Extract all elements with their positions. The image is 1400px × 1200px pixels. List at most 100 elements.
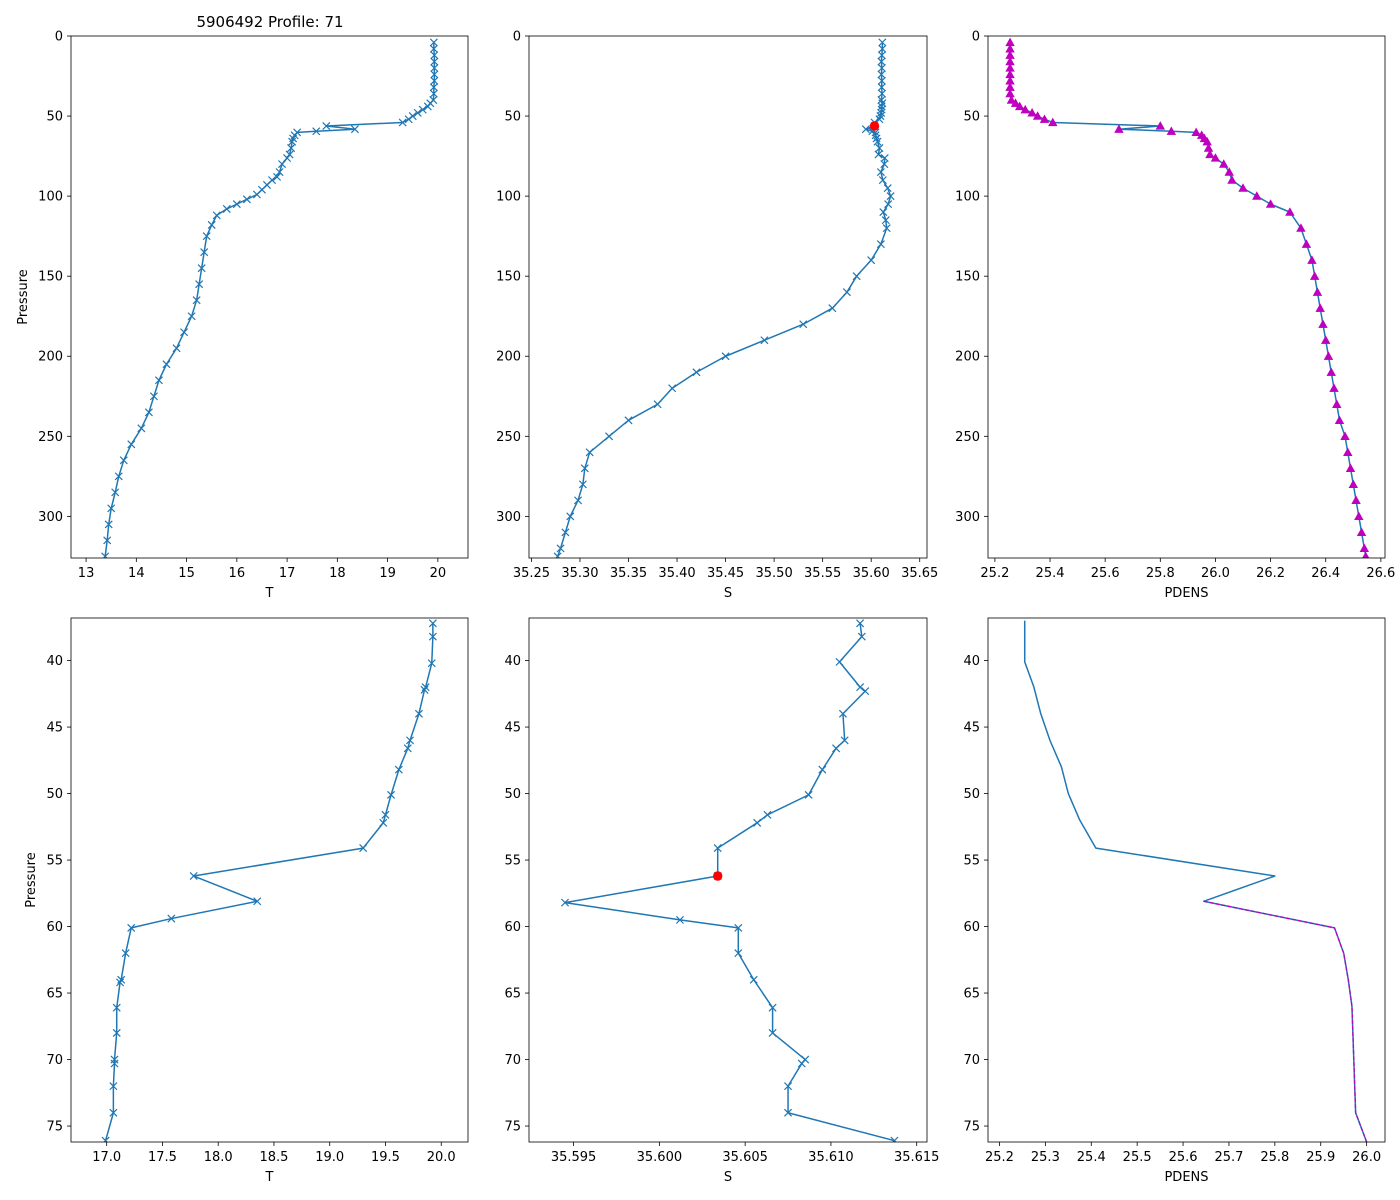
data-point	[1227, 175, 1237, 184]
data-point	[1309, 271, 1320, 280]
data-point	[1340, 431, 1350, 440]
y-tick-label: 70	[46, 1053, 63, 1068]
data-point	[1219, 159, 1229, 168]
axes-frame	[528, 617, 928, 1143]
data-point	[350, 125, 359, 134]
data-point	[1315, 303, 1325, 312]
x-tick-label: 19	[379, 566, 396, 581]
x-tick-label: 17.5	[148, 1150, 177, 1165]
panel-bottom-pdens: 25.2 25.3 25.4 25.5 25.6 25.7 25.8 25.9 26.0 40 45…	[963, 617, 1386, 1185]
data-point	[116, 978, 125, 987]
data-point	[1114, 124, 1124, 133]
data-point	[828, 304, 837, 313]
x-tick-label: 26.6	[1366, 566, 1395, 581]
y-tick-label: 250	[38, 430, 63, 445]
y-tick-label: 50	[963, 787, 980, 802]
data-point	[312, 127, 321, 136]
data-point	[430, 76, 439, 85]
x-tick-label: 35.50	[756, 566, 793, 581]
data-point	[427, 659, 436, 668]
data-point	[861, 687, 870, 696]
plot-area	[1023, 620, 1368, 1142]
data-point	[1191, 127, 1201, 137]
panels: 13 14 15 16 17 18 19 20050100150200250300TPress…	[16, 30, 1395, 1186]
data-point	[180, 328, 189, 337]
x-tick-label: 35.25	[513, 566, 550, 581]
data-point	[200, 248, 209, 257]
data-point	[653, 400, 662, 409]
data-point	[242, 195, 251, 204]
data-point	[624, 416, 633, 425]
y-tick-label: 0	[972, 30, 980, 45]
pdens-dashed-overlay	[1203, 900, 1368, 1142]
data-point	[878, 99, 887, 108]
data-point	[753, 818, 762, 827]
figure-title: 5906492 Profile: 71	[196, 13, 343, 31]
data-point	[852, 272, 861, 281]
flagged-point	[869, 121, 880, 131]
x-tick-label: 18	[329, 566, 346, 581]
data-point	[877, 64, 886, 73]
data-point	[381, 810, 390, 819]
data-point	[428, 619, 437, 628]
data-point	[713, 844, 722, 853]
y-tick-label: 75	[504, 1120, 521, 1135]
y-tick-label: 0	[55, 30, 63, 45]
x-tick-label: 25.6	[1091, 566, 1120, 581]
data-point	[1006, 95, 1017, 104]
data-point	[429, 89, 438, 98]
data-point	[101, 552, 110, 558]
y-tick-label: 60	[46, 920, 63, 935]
plot-area	[553, 38, 895, 558]
data-point	[288, 137, 297, 146]
y-tick-label: 70	[963, 1053, 980, 1068]
data-point	[232, 200, 241, 209]
data-point	[842, 288, 851, 297]
data-point	[760, 336, 769, 345]
data-point	[877, 57, 886, 66]
y-tick-label: 65	[46, 987, 63, 1002]
data-point	[107, 504, 116, 513]
x-tick-label: 13	[78, 566, 95, 581]
series-line-s	[564, 623, 895, 1142]
x-tick-label: 20	[430, 566, 447, 581]
data-point	[877, 51, 886, 60]
data-point	[884, 200, 893, 209]
x-tick-label: 25.9	[1306, 1150, 1335, 1165]
y-tick-label: 65	[963, 987, 980, 1002]
data-point	[875, 144, 884, 153]
data-point	[799, 320, 808, 329]
axes-frame	[987, 35, 1386, 559]
data-point	[768, 1028, 777, 1037]
data-point	[430, 64, 439, 73]
data-point	[112, 1028, 121, 1037]
y-tick-label: 40	[46, 654, 63, 669]
data-point	[890, 1136, 899, 1142]
data-point	[1039, 114, 1050, 123]
data-point	[109, 1108, 118, 1117]
x-tick-label: 35.615	[894, 1150, 940, 1165]
data-point	[878, 89, 887, 98]
x-tick-label: 35.30	[561, 566, 598, 581]
axes-frame	[987, 617, 1386, 1143]
panel-top-pdens: 25.2 25.4 25.6 25.8 26.0 26.2 26.4 26.6 0 50 100 15…	[955, 30, 1395, 602]
x-tick-label: 25.5	[1123, 1150, 1152, 1165]
data-point	[1032, 111, 1043, 120]
x-tick-label: 35.65	[901, 566, 938, 581]
x-tick-label: 35.595	[551, 1150, 597, 1165]
x-tick-label: 25.7	[1214, 1150, 1243, 1165]
x-axis-label: PDENS	[1164, 586, 1208, 601]
x-tick-label: 35.40	[658, 566, 695, 581]
data-point	[1203, 143, 1214, 152]
y-tick-label: 55	[504, 854, 521, 869]
data-point	[879, 208, 888, 217]
data-point	[273, 172, 282, 181]
data-point	[1027, 108, 1037, 117]
panel-bottom-t: 17.0 17.5 18.0 18.5 19.0 19.5 20.0 40 45 50 55 60 65…	[24, 617, 469, 1185]
data-point	[784, 1082, 793, 1091]
x-tick-label: 19.0	[315, 1150, 344, 1165]
x-tick-label: 25.8	[1146, 566, 1175, 581]
y-tick-label: 50	[504, 110, 521, 125]
data-point	[1312, 287, 1323, 296]
data-point	[1238, 183, 1248, 192]
